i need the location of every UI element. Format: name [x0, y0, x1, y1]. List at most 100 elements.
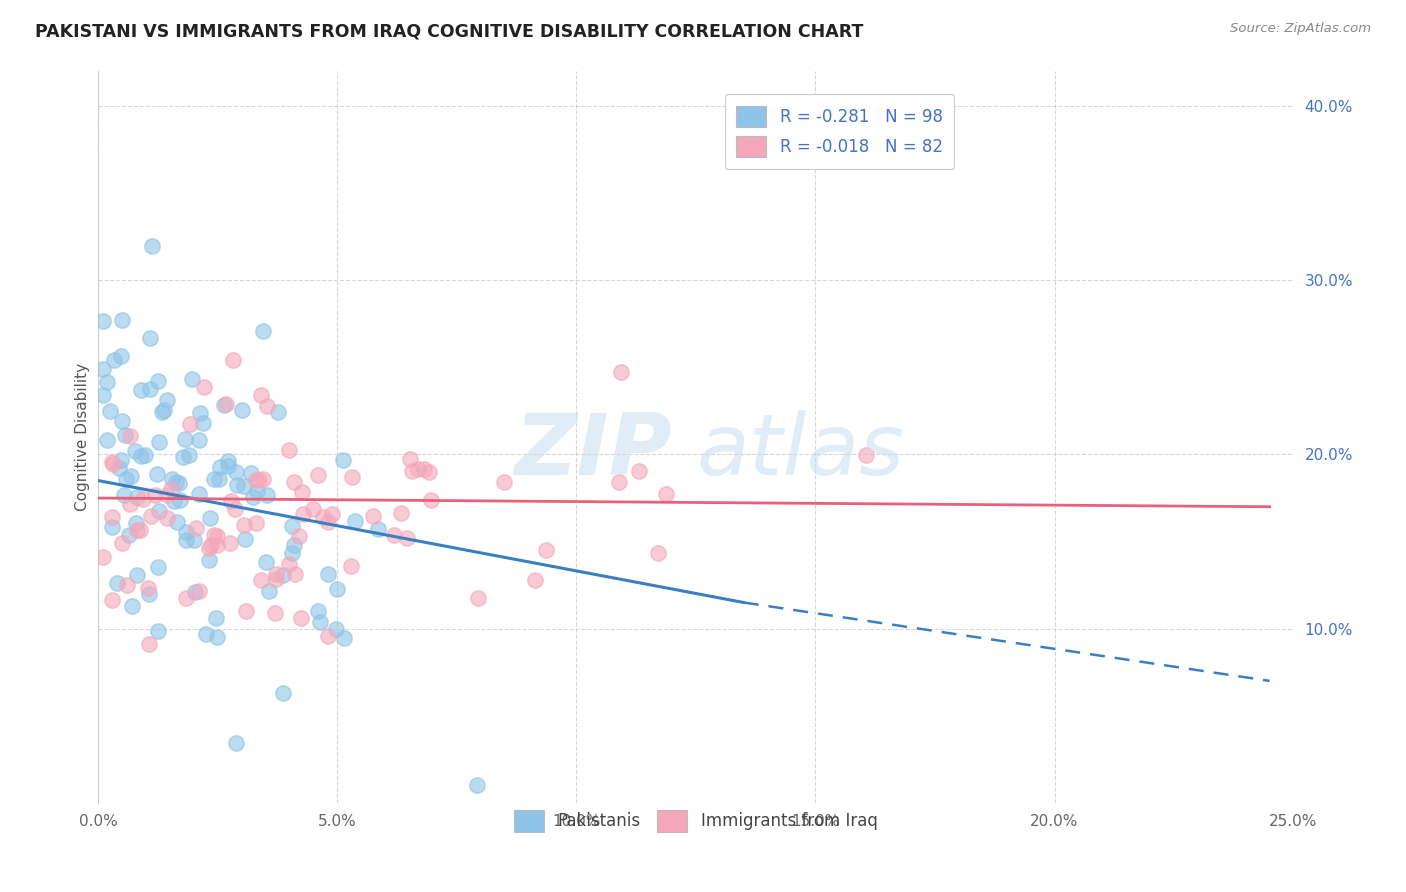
Point — [281, 546, 304, 560]
Point — [284, 567, 307, 582]
Point — [254, 555, 277, 569]
Point — [198, 541, 221, 555]
Point — [231, 402, 253, 417]
Point — [91, 362, 114, 376]
Point — [148, 504, 170, 518]
Point — [200, 511, 222, 525]
Point — [271, 685, 294, 699]
Point — [291, 508, 314, 522]
Point — [277, 558, 299, 572]
Point — [114, 428, 136, 442]
Point — [628, 464, 651, 478]
Point — [419, 493, 441, 508]
Point — [252, 472, 274, 486]
Point — [101, 457, 124, 471]
Point — [118, 528, 141, 542]
Point — [245, 516, 267, 530]
Point — [101, 509, 124, 524]
Text: PAKISTANI VS IMMIGRANTS FROM IRAQ COGNITIVE DISABILITY CORRELATION CHART: PAKISTANI VS IMMIGRANTS FROM IRAQ COGNIT… — [35, 22, 863, 40]
Point — [316, 516, 339, 530]
Point — [492, 475, 515, 490]
Point — [118, 497, 141, 511]
Point — [217, 458, 239, 473]
Point — [179, 417, 201, 431]
Point — [183, 533, 205, 547]
Point — [138, 587, 160, 601]
Point — [169, 492, 191, 507]
Point — [174, 533, 197, 548]
Point — [250, 574, 273, 588]
Point — [225, 478, 247, 492]
Point — [647, 546, 669, 560]
Point — [418, 465, 440, 479]
Point — [121, 599, 143, 614]
Point — [91, 314, 114, 328]
Text: Source: ZipAtlas.com: Source: ZipAtlas.com — [1230, 22, 1371, 36]
Point — [307, 468, 329, 483]
Point — [173, 432, 195, 446]
Point — [205, 529, 228, 543]
Point — [169, 476, 191, 491]
Text: ZIP: ZIP — [515, 410, 672, 493]
Point — [146, 624, 169, 639]
Point — [412, 462, 434, 476]
Point — [233, 518, 256, 533]
Point — [401, 464, 423, 478]
Point — [146, 375, 169, 389]
Point — [96, 433, 118, 447]
Point — [118, 429, 141, 443]
Point — [187, 433, 209, 447]
Point — [103, 353, 125, 368]
Point — [139, 382, 162, 396]
Point — [125, 516, 148, 530]
Point — [325, 622, 347, 636]
Point — [396, 531, 419, 545]
Point — [332, 452, 354, 467]
Point — [138, 637, 160, 651]
Point — [160, 472, 183, 486]
Point — [283, 475, 305, 490]
Point — [195, 627, 218, 641]
Point — [187, 486, 209, 500]
Point — [115, 578, 138, 592]
Point — [177, 448, 200, 462]
Point — [165, 475, 187, 490]
Point — [257, 583, 280, 598]
Point — [318, 566, 340, 581]
Point — [321, 508, 343, 522]
Point — [367, 522, 389, 536]
Point — [225, 465, 247, 479]
Point — [132, 491, 155, 506]
Point — [108, 461, 131, 475]
Point — [98, 404, 121, 418]
Point — [101, 519, 124, 533]
Point — [536, 542, 558, 557]
Point — [101, 592, 124, 607]
Point — [278, 442, 301, 457]
Point — [384, 527, 406, 541]
Point — [343, 514, 366, 528]
Point — [219, 536, 242, 550]
Point — [256, 399, 278, 413]
Point — [363, 508, 385, 523]
Point — [183, 585, 205, 599]
Point — [127, 568, 149, 582]
Point — [240, 466, 263, 480]
Point — [125, 490, 148, 504]
Point — [264, 567, 287, 582]
Point — [309, 615, 332, 629]
Point — [110, 350, 132, 364]
Point — [245, 473, 267, 487]
Point — [406, 462, 429, 476]
Point — [174, 525, 197, 540]
Point — [467, 591, 489, 605]
Point — [101, 455, 124, 469]
Point — [224, 501, 246, 516]
Point — [184, 521, 207, 535]
Point — [96, 375, 118, 389]
Point — [333, 631, 356, 645]
Point — [205, 610, 228, 624]
Point — [209, 460, 232, 475]
Point — [523, 573, 546, 587]
Point — [252, 324, 274, 338]
